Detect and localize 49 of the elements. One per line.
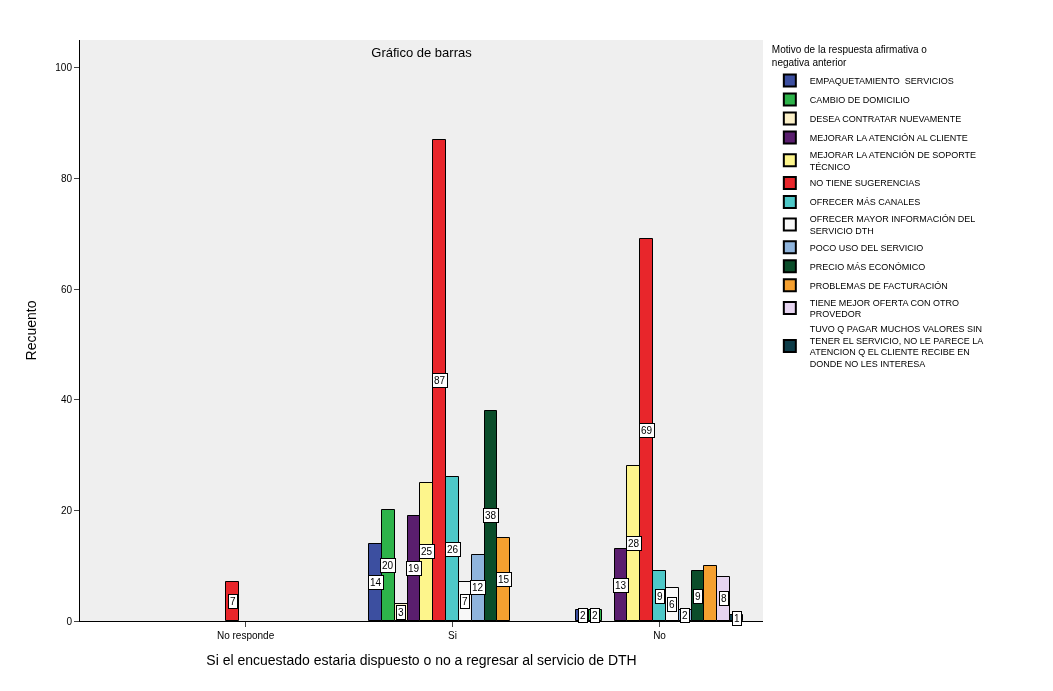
data-label: 15 <box>498 574 510 585</box>
x-tick-label: No <box>653 630 667 641</box>
data-label: 19 <box>408 563 420 574</box>
legend-label: DESEA CONTRATAR NUEVAMENTE <box>809 114 962 125</box>
x-tick-label: Si <box>448 630 457 641</box>
y-tick-label: 60 <box>60 283 73 295</box>
data-label: 26 <box>447 544 459 555</box>
y-tick-label: 40 <box>60 394 73 406</box>
legend-label: CAMBIO DE DOMICILIO <box>809 95 910 106</box>
y-tick-label: 0 <box>66 615 73 627</box>
legend-label: PRECIO MÁS ECONÓMICO <box>809 261 926 272</box>
legend-title: Motivo de la respuesta afirmativa o negativa anterior <box>771 44 928 68</box>
data-label: 13 <box>615 580 627 591</box>
data-label: 3 <box>398 607 404 618</box>
y-tick-label: 100 <box>55 62 73 74</box>
data-label: 20 <box>382 560 394 571</box>
legend-label: EMPAQUETAMIENTO SERVICIOS <box>809 76 954 87</box>
data-label: 2 <box>592 610 598 621</box>
data-label: 9 <box>695 591 701 602</box>
data-label: 1 <box>734 613 740 624</box>
y-axis-title: Recuento <box>22 300 39 361</box>
data-label: 7 <box>230 596 236 607</box>
legend-label: PROBLEMAS DE FACTURACIÓN <box>809 280 948 291</box>
data-label: 6 <box>669 599 675 610</box>
x-tick-label: No responde <box>216 630 275 641</box>
data-label: 87 <box>434 375 446 386</box>
data-label: 2 <box>580 610 586 621</box>
data-label: 8 <box>721 593 727 604</box>
legend-label: TUVO Q PAGAR MUCHOS VALORES SIN TENER EL SERVICIO, NO LE PARECE LA ATENCION Q EL CLIENTE RECIBE EN DONDE NO LES INTERESA <box>809 324 984 370</box>
data-label: 38 <box>485 510 497 521</box>
legend-label: OFRECER MAYOR INFORMACIÓN DEL SERVICIO DTH <box>809 214 976 236</box>
x-axis-title: Si el encuestado estaria dispuesto o no a regresar al servicio de DTH <box>206 652 637 669</box>
legend-label: TIENE MEJOR OFERTA CON OTRO PROVEDOR <box>809 297 960 320</box>
data-label: 14 <box>370 577 382 588</box>
data-label: 9 <box>657 591 663 602</box>
data-label: 12 <box>472 582 484 593</box>
data-label: 69 <box>641 425 653 436</box>
data-label: 2 <box>682 610 688 621</box>
legend-label: OFRECER MÁS CANALES <box>809 197 921 208</box>
legend-label: POCO USO DEL SERVICIO <box>809 242 924 253</box>
legend-label: MEJORAR LA ATENCIÓN AL CLIENTE <box>809 133 968 144</box>
data-label: 7 <box>462 596 468 607</box>
y-tick-label: 20 <box>60 504 73 516</box>
data-label: 25 <box>421 546 433 557</box>
legend-label: NO TIENE SUGERENCIAS <box>809 178 921 189</box>
legend-label: MEJORAR LA ATENCIÓN DE SOPORTE TÉCNICO <box>809 149 977 172</box>
y-tick-label: 80 <box>60 172 73 184</box>
chart-title: Gráfico de barras <box>371 45 473 61</box>
data-label: 28 <box>628 538 640 549</box>
